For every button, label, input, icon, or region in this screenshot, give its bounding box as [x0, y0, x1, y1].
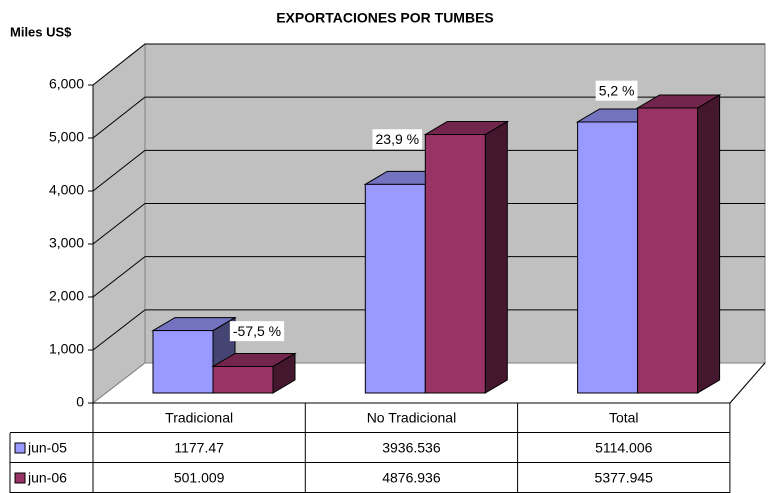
y-tick-label: 3,000 — [49, 235, 84, 251]
bar — [212, 365, 274, 394]
table-value: 5114.006 — [595, 440, 653, 456]
bar — [577, 121, 639, 394]
y-tick-label: 4,000 — [49, 182, 84, 198]
grid-line — [92, 256, 765, 298]
annotation-box — [229, 321, 285, 342]
annotation: -57,5 % — [233, 323, 281, 339]
grid-line — [92, 43, 765, 86]
x-tick-label: Total — [609, 410, 639, 426]
y-tick-label: 1,000 — [49, 341, 84, 357]
grid-line — [92, 96, 765, 139]
table-value: 4876.936 — [382, 470, 441, 486]
y-tick-label: 2,000 — [49, 288, 84, 304]
table-value: 3936.536 — [382, 440, 441, 456]
table-value: 501.009 — [174, 470, 225, 486]
grid-line — [92, 309, 765, 351]
chart-title: EXPORTACIONES POR TUMBES — [276, 10, 494, 26]
bar — [364, 183, 426, 394]
annotation: 23,9 % — [376, 131, 420, 147]
grid-line — [92, 149, 765, 192]
annotation-box — [595, 80, 638, 101]
legend-swatch — [14, 472, 26, 484]
table-line — [729, 362, 766, 404]
legend-label: jun-05 — [27, 440, 67, 456]
bar — [424, 134, 486, 394]
y-tick-label: 6,000 — [49, 76, 84, 92]
bar-side — [484, 120, 508, 394]
y-axis-label: Miles US$ — [10, 24, 72, 39]
legend-swatch — [14, 442, 26, 454]
annotation-box — [372, 129, 423, 150]
x-tick-label: No Tradicional — [367, 410, 457, 426]
grid-line — [92, 203, 765, 245]
bar-side — [697, 94, 721, 394]
y-tick-label: 5,000 — [49, 129, 84, 145]
x-tick-label: Tradicional — [165, 410, 233, 426]
table-value: 5377.945 — [595, 470, 654, 486]
bar — [152, 330, 214, 394]
table-value: 1177.47 — [174, 440, 224, 456]
annotation: 5,2 % — [599, 83, 635, 99]
y-tick-label: 0 — [76, 394, 84, 410]
bar — [637, 107, 699, 394]
legend-label: jun-06 — [27, 470, 67, 486]
